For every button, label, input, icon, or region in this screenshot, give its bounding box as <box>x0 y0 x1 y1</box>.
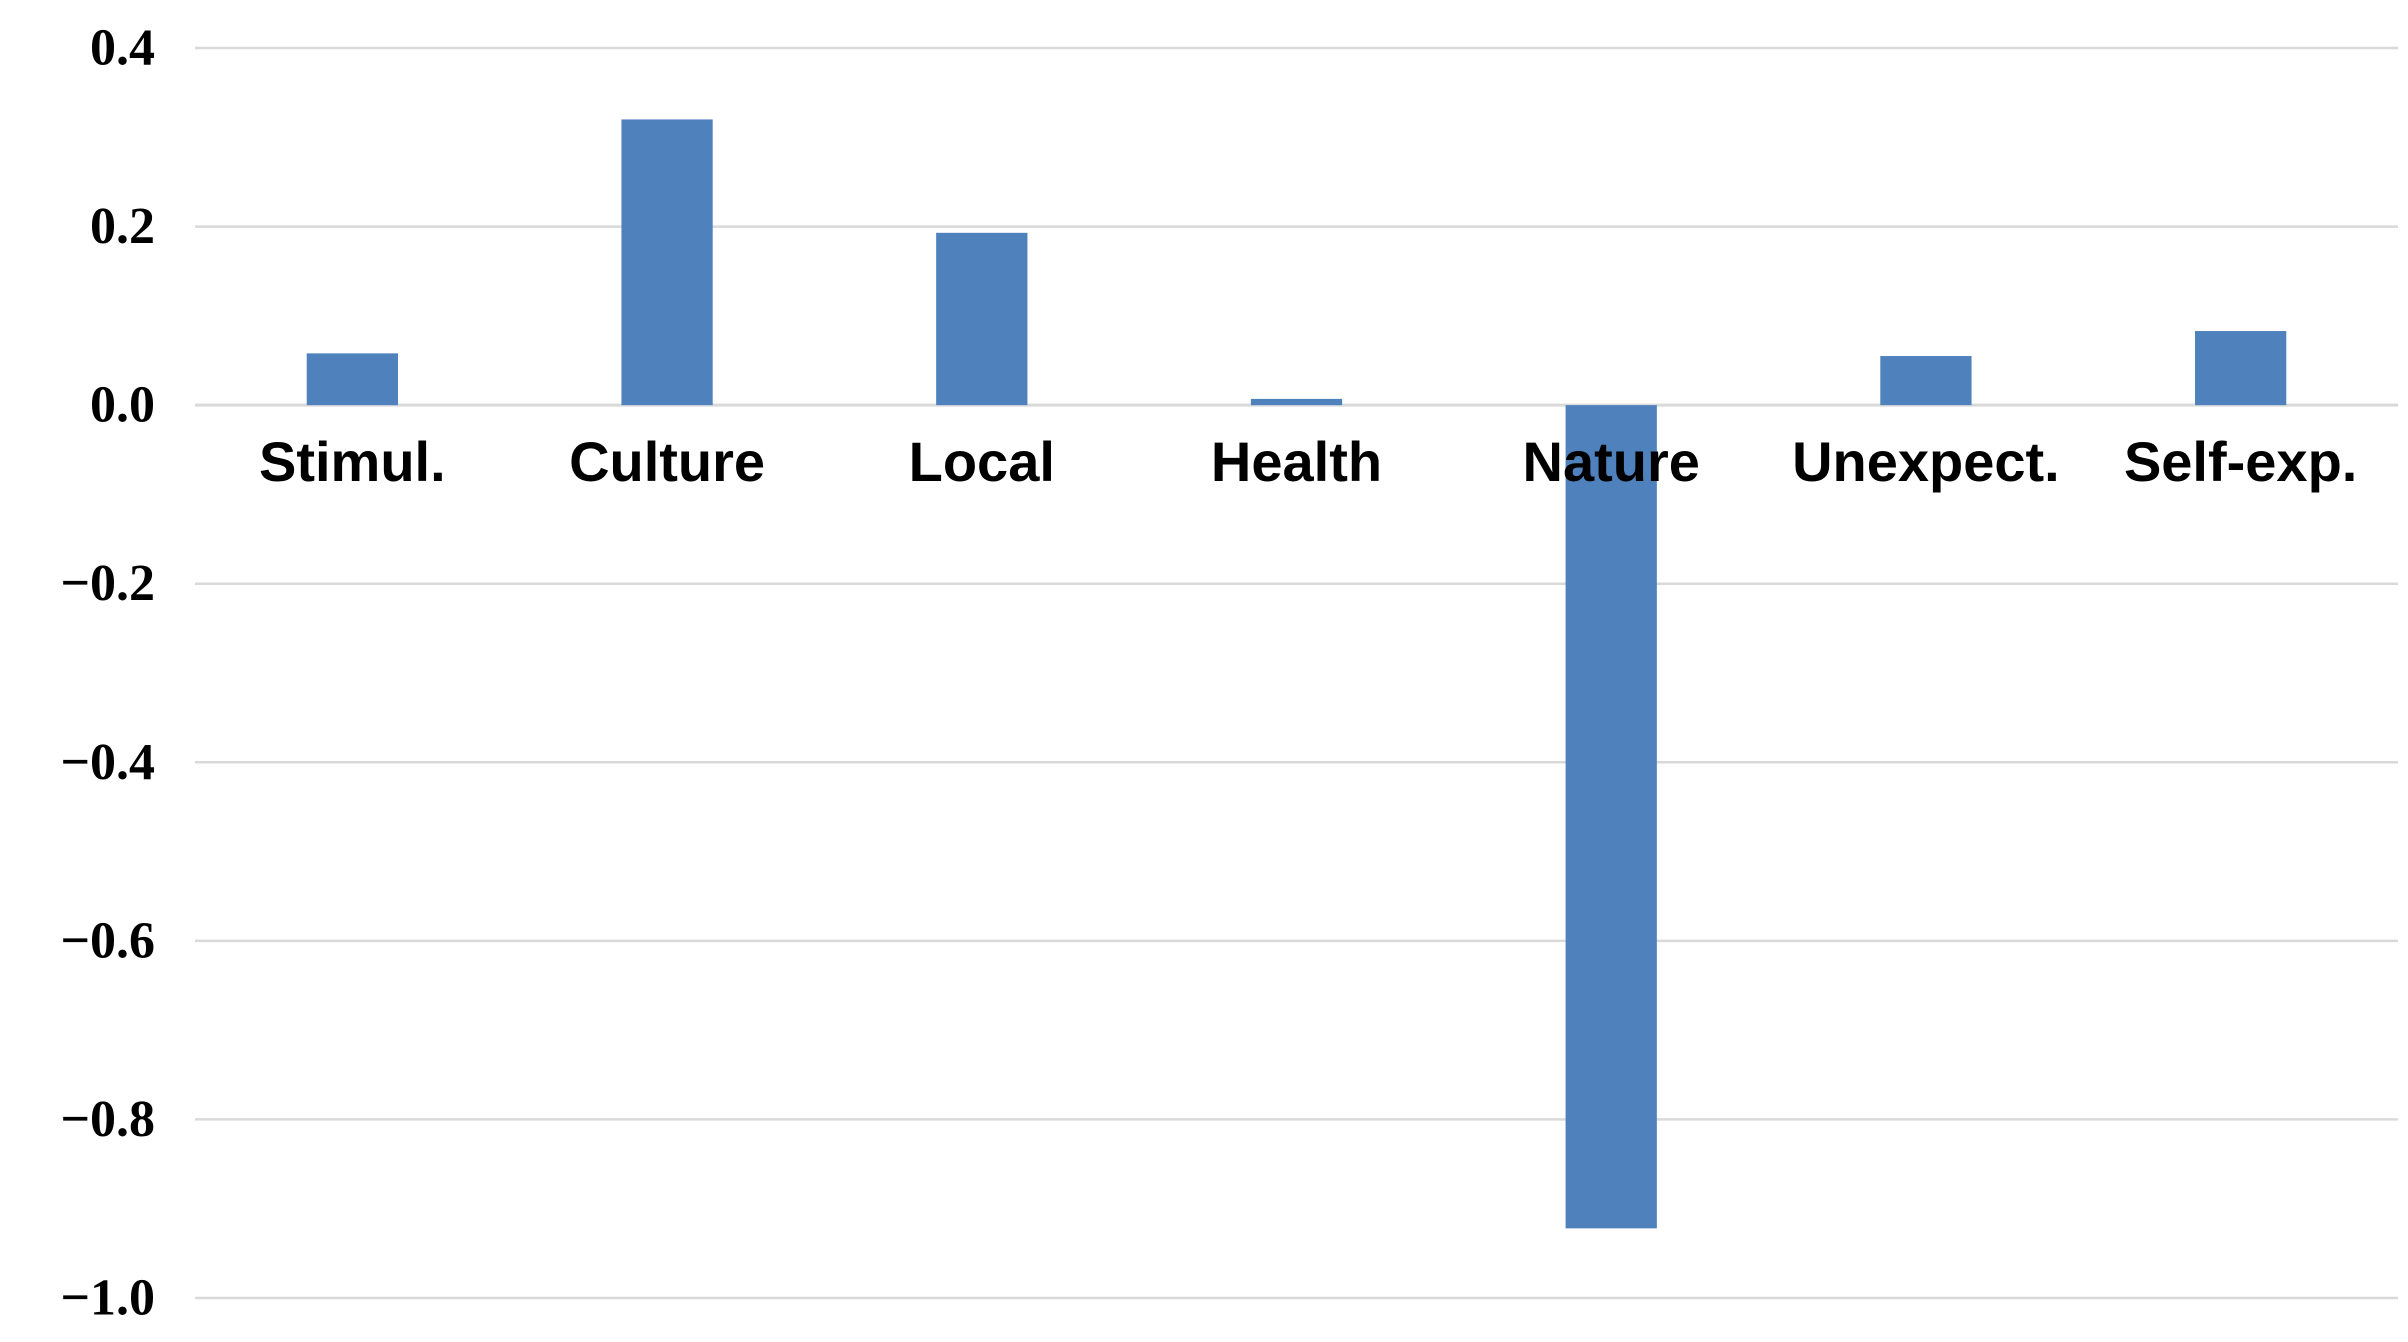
category-label: Unexpect. <box>1792 430 2060 493</box>
category-label: Health <box>1211 430 1382 493</box>
bar-unexpect <box>1880 356 1972 406</box>
bar-culture <box>621 119 713 406</box>
bar-local <box>936 232 1028 406</box>
category-label: Nature <box>1523 430 1700 493</box>
category-label: Local <box>909 430 1055 493</box>
gridlines <box>195 46 2398 1300</box>
bars <box>306 119 2287 1229</box>
bar-stimul <box>306 353 398 406</box>
category-label: Culture <box>569 430 765 493</box>
y-tick-label: 0.4 <box>90 20 155 77</box>
y-axis-tick-labels: 0.4 0.2 0.0 −0.2 −0.4 −0.6 −0.8 −1.0 <box>60 20 155 1327</box>
y-tick-label: 0.2 <box>90 198 155 255</box>
y-tick-label: −1.0 <box>60 1270 155 1327</box>
bar-nature <box>1565 405 1657 1229</box>
y-tick-label: −0.4 <box>60 734 155 791</box>
y-tick-label: −0.2 <box>60 555 155 612</box>
bar-health <box>1250 398 1343 406</box>
bar-self-exp <box>2195 331 2287 406</box>
y-tick-label: −0.6 <box>60 912 155 969</box>
y-tick-label: −0.8 <box>60 1091 155 1148</box>
category-labels: Stimul. Culture Local Health Nature Unexpect.… <box>259 430 2357 493</box>
y-tick-label: 0.0 <box>90 377 155 434</box>
category-label: Self-exp. <box>2124 430 2357 493</box>
category-label: Stimul. <box>259 430 446 493</box>
